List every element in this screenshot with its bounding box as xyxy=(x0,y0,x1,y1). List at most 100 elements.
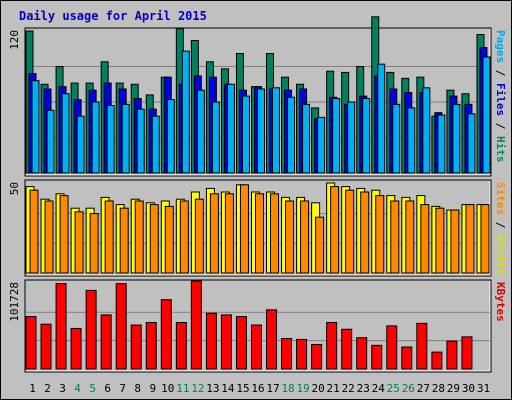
bar-sites-11 xyxy=(179,200,189,274)
bar-kbytes-6 xyxy=(100,314,112,370)
bar-pages-10 xyxy=(166,99,175,174)
day-label-1: 1 xyxy=(29,382,36,395)
bar-pages-29 xyxy=(452,103,461,174)
bar-kbytes-29 xyxy=(446,340,458,370)
bar-kbytes-19 xyxy=(296,338,308,370)
bar-sites-2 xyxy=(44,200,54,274)
day-label-26: 26 xyxy=(402,382,415,395)
bar-kbytes-26 xyxy=(401,346,413,370)
bar-sites-4 xyxy=(74,211,84,274)
bar-kbytes-9 xyxy=(145,322,157,370)
bar-sites-13 xyxy=(209,193,219,274)
bar-pages-21 xyxy=(332,97,341,174)
legend-label: KBytes xyxy=(494,282,507,322)
legend-label: Sites / Visits xyxy=(494,182,507,275)
bar-kbytes-3 xyxy=(55,283,67,370)
bar-sites-23 xyxy=(360,191,370,274)
bar-kbytes-16 xyxy=(250,324,262,370)
bar-pages-22 xyxy=(347,101,356,174)
bar-sites-28 xyxy=(435,207,445,274)
bar-kbytes-11 xyxy=(175,322,187,370)
bar-pages-5 xyxy=(91,101,100,174)
panel-kbytes: 101728 KBytes xyxy=(8,279,507,373)
bar-sites-24 xyxy=(375,195,385,274)
bar-pages-26 xyxy=(407,107,416,174)
legend-part: Sites xyxy=(494,182,507,215)
day-label-24: 24 xyxy=(372,382,386,395)
bar-pages-19 xyxy=(302,103,311,174)
day-label-5: 5 xyxy=(89,382,96,395)
bar-sites-6 xyxy=(104,200,114,274)
bar-sites-18 xyxy=(285,200,295,274)
day-label-9: 9 xyxy=(149,382,156,395)
day-label-30: 30 xyxy=(462,382,475,395)
bar-pages-6 xyxy=(106,105,115,174)
bar-pages-24 xyxy=(377,63,386,174)
series-kbytes xyxy=(25,280,473,370)
bar-sites-17 xyxy=(270,193,280,274)
day-label-7: 7 xyxy=(119,382,126,395)
bar-kbytes-21 xyxy=(326,322,338,370)
series-pages xyxy=(31,50,491,174)
day-label-15: 15 xyxy=(236,382,249,395)
day-label-4: 4 xyxy=(74,382,81,395)
bar-pages-25 xyxy=(392,103,401,174)
chart-panels: 120 Pages / Files / Hits 50 Sites / Visits 1… xyxy=(8,16,507,373)
day-label-23: 23 xyxy=(357,382,370,395)
bar-pages-23 xyxy=(362,97,371,174)
bar-kbytes-17 xyxy=(266,309,278,370)
bar-kbytes-1 xyxy=(25,316,37,370)
day-label-3: 3 xyxy=(59,382,66,395)
bar-pages-27 xyxy=(422,87,431,174)
bar-kbytes-8 xyxy=(130,324,142,370)
bar-pages-28 xyxy=(437,114,446,174)
legend-part: / xyxy=(494,116,507,136)
bar-pages-11 xyxy=(181,50,190,174)
day-label-12: 12 xyxy=(191,382,204,395)
bar-sites-15 xyxy=(239,184,249,274)
day-label-29: 29 xyxy=(447,382,460,395)
legend-part: Pages xyxy=(494,30,507,63)
bar-pages-14 xyxy=(226,83,235,174)
bar-pages-18 xyxy=(287,96,296,174)
bar-sites-7 xyxy=(119,207,129,274)
panel-visits-sites: 50 Sites / Visits xyxy=(8,179,507,277)
bar-sites-5 xyxy=(89,213,99,274)
bar-kbytes-24 xyxy=(371,344,383,370)
bar-kbytes-10 xyxy=(160,299,172,370)
bar-sites-29 xyxy=(450,209,460,274)
bar-pages-31 xyxy=(482,56,491,174)
bar-sites-1 xyxy=(29,189,39,274)
bar-kbytes-14 xyxy=(220,314,232,370)
day-label-16: 16 xyxy=(251,382,264,395)
bar-pages-8 xyxy=(136,108,145,174)
bar-pages-7 xyxy=(121,103,130,174)
bar-pages-1 xyxy=(31,80,40,174)
y-max-label: 120 xyxy=(8,30,21,50)
bar-kbytes-12 xyxy=(190,280,202,370)
series-sites xyxy=(29,184,490,274)
panel-hits-files-pages: 120 Pages / Files / Hits xyxy=(8,16,507,177)
bar-kbytes-22 xyxy=(341,328,353,370)
legend-part: / xyxy=(494,215,507,235)
legend-label: Pages / Files / Hits xyxy=(494,30,507,163)
bar-kbytes-13 xyxy=(205,312,217,370)
day-label-6: 6 xyxy=(104,382,111,395)
bar-pages-17 xyxy=(272,87,281,174)
bar-sites-8 xyxy=(134,200,144,274)
day-label-11: 11 xyxy=(176,382,189,395)
day-label-31: 31 xyxy=(477,382,490,395)
bar-sites-31 xyxy=(480,204,490,274)
bar-sites-9 xyxy=(149,204,159,274)
bar-sites-12 xyxy=(194,198,204,274)
day-label-13: 13 xyxy=(206,382,219,395)
bar-sites-16 xyxy=(254,193,264,274)
y-max-label: 101728 xyxy=(8,282,21,322)
bar-pages-20 xyxy=(317,116,326,174)
day-label-28: 28 xyxy=(432,382,445,395)
bar-pages-2 xyxy=(46,109,55,174)
legend-part: / xyxy=(494,63,507,83)
bar-kbytes-5 xyxy=(85,289,97,370)
bar-pages-16 xyxy=(256,88,265,174)
